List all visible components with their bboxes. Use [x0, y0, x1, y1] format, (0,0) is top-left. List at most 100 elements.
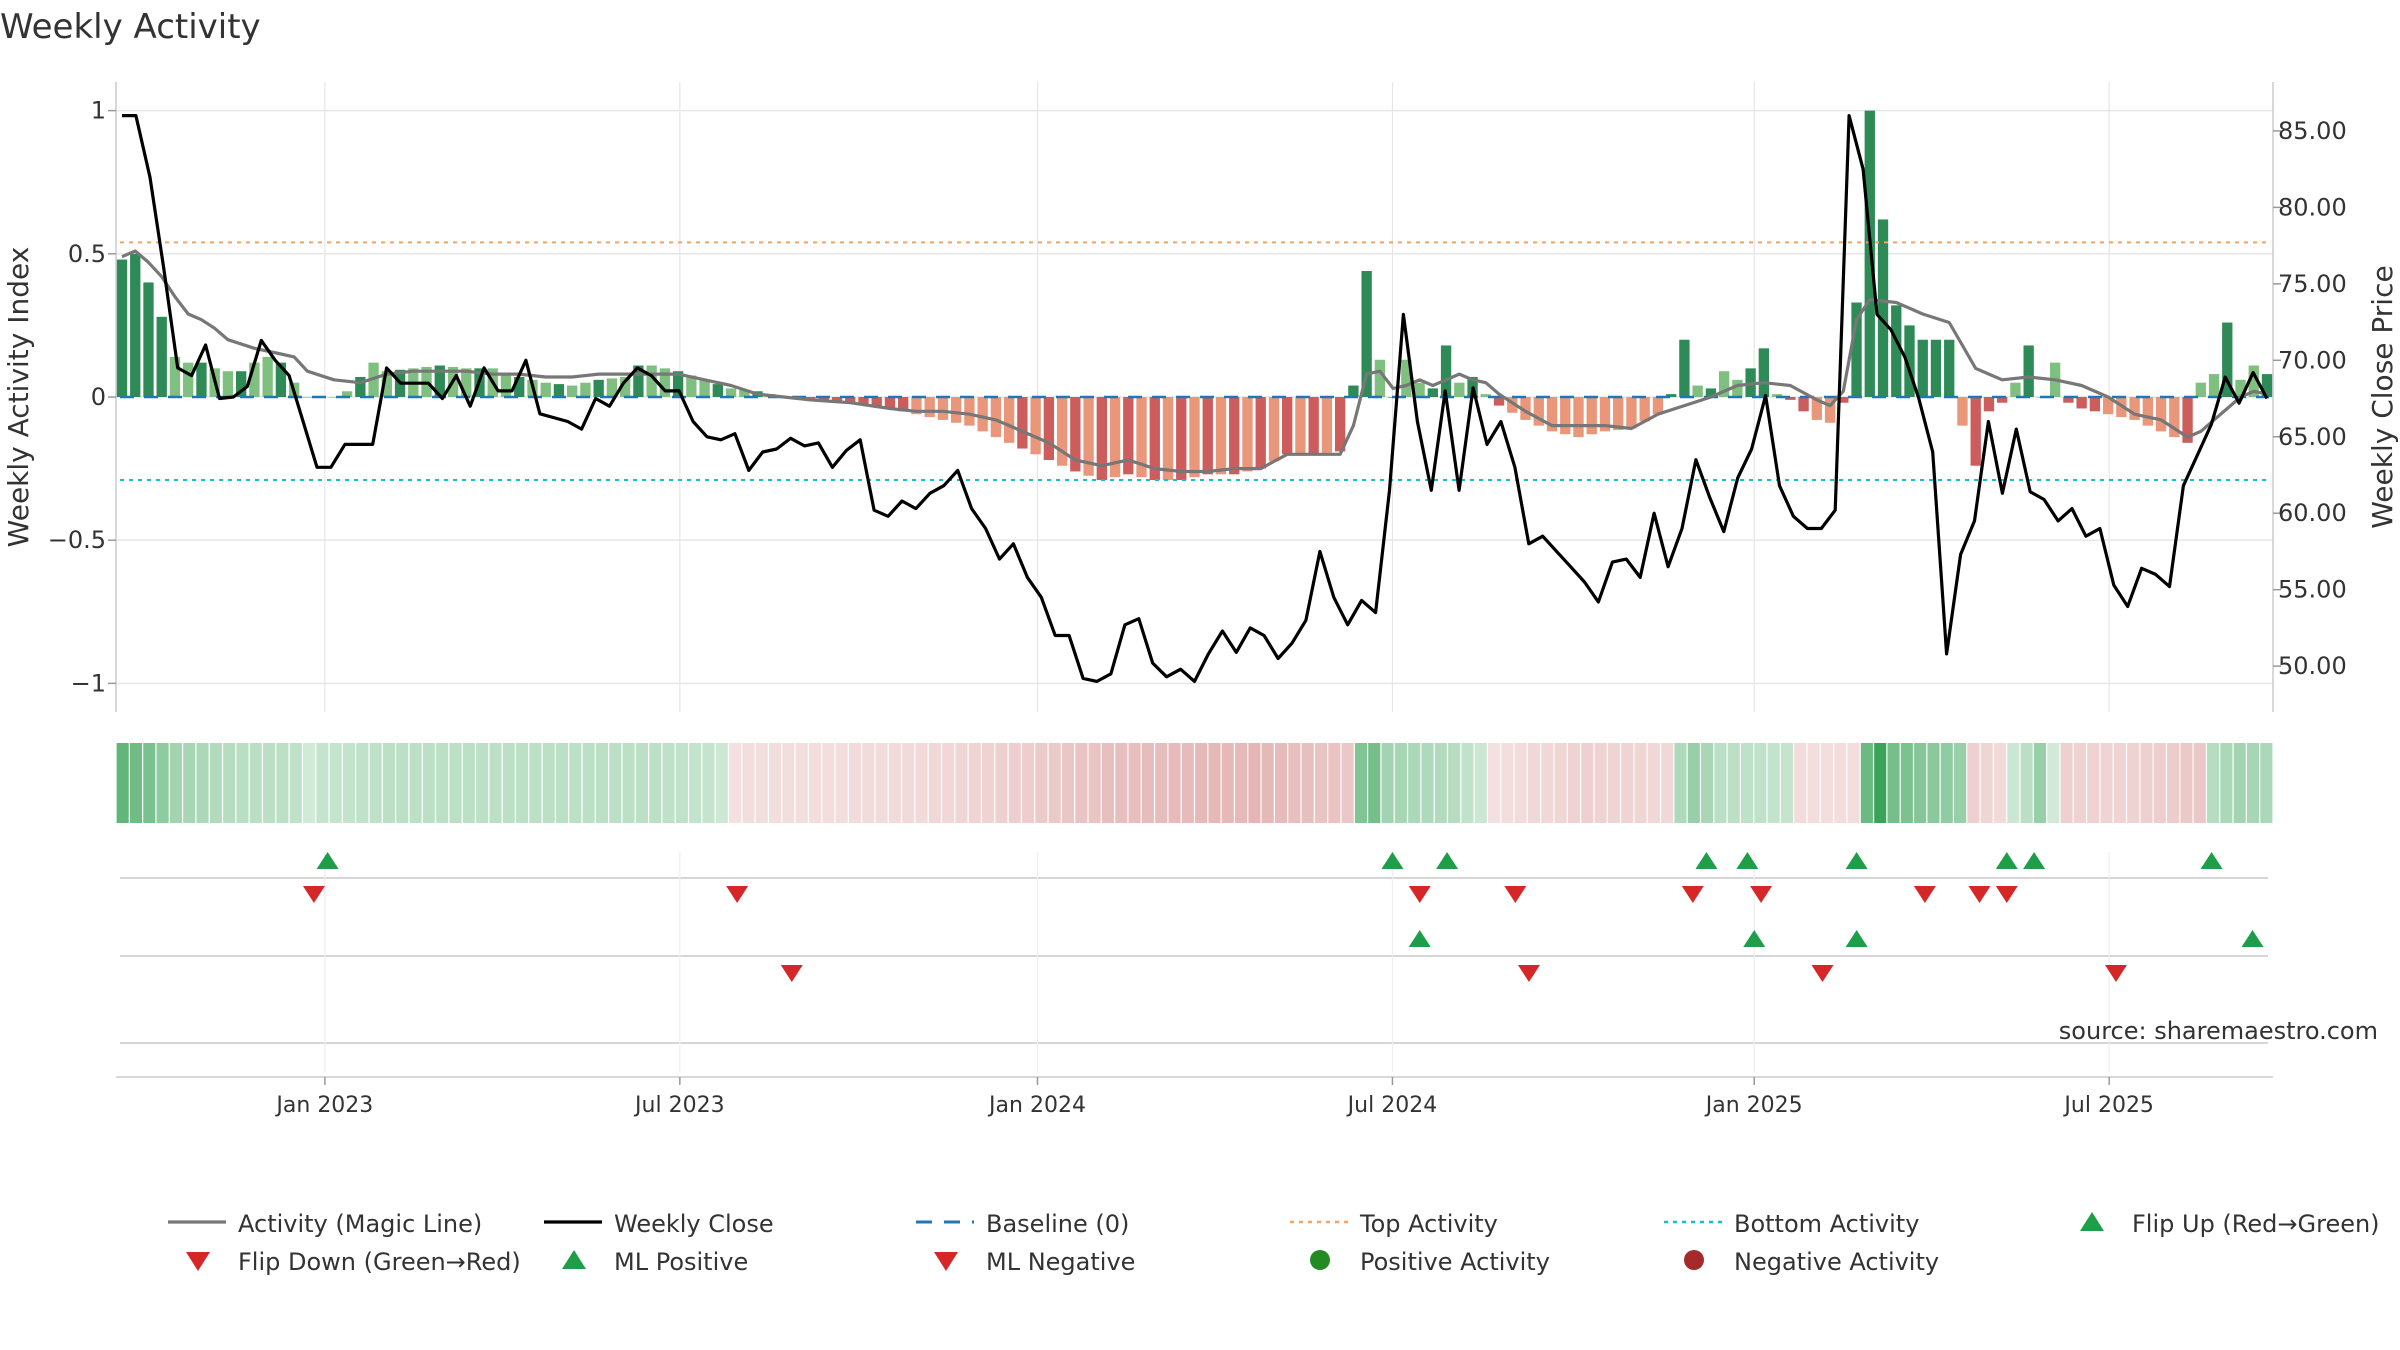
heat-cell — [1807, 743, 1820, 823]
activity-bar — [725, 388, 737, 397]
activity-bar — [1957, 397, 1968, 426]
activity-bar — [1838, 397, 1849, 403]
activity-bar — [1705, 388, 1717, 397]
heat-cell — [702, 743, 715, 823]
heat-cell — [1048, 743, 1061, 823]
heat-cell — [2087, 743, 2100, 823]
heat-cell — [848, 743, 862, 823]
activity-bar — [1149, 397, 1160, 481]
activity-bar — [1970, 397, 1981, 466]
activity-bar — [2222, 322, 2233, 397]
activity-bar — [1321, 397, 1333, 453]
heat-cell — [982, 743, 995, 823]
activity-bar — [1480, 394, 1491, 397]
activity-bar — [1533, 397, 1544, 426]
legend-label-11: Negative Activity — [1734, 1248, 1939, 1276]
heat-cell — [689, 743, 702, 823]
magic-line-series — [121, 249, 2268, 474]
flip-down-marker — [1408, 886, 1431, 903]
activity-bar — [262, 356, 273, 397]
heat-cell — [1594, 743, 1607, 823]
heat-cell — [2127, 743, 2140, 823]
activity-bar — [1997, 397, 2008, 403]
heat-cell — [2020, 743, 2033, 823]
heat-cell — [1088, 743, 1101, 823]
activity-bar — [1718, 371, 1730, 397]
activity-bar — [328, 397, 340, 398]
heat-cell — [1980, 743, 1993, 823]
flip-down-marker — [1681, 886, 1704, 903]
ml-negative-marker — [780, 965, 803, 982]
y2-tick-label: 60.00 — [2278, 499, 2347, 527]
heat-cell — [2193, 743, 2206, 823]
heat-cell — [236, 743, 249, 823]
activity-bar — [937, 397, 949, 420]
y2-tick-label: 85.00 — [2278, 117, 2347, 145]
heat-cell — [782, 743, 795, 823]
activity-bar — [858, 397, 869, 405]
heat-cell — [1328, 743, 1341, 823]
heat-cell — [223, 743, 236, 823]
heat-cell — [2207, 743, 2220, 823]
activity-bar — [1003, 397, 1015, 443]
activity-bar — [2248, 365, 2259, 397]
flip-down-marker — [1995, 886, 2018, 903]
heat-cell — [263, 743, 276, 823]
activity-bar — [593, 379, 604, 397]
heat-cell — [209, 743, 222, 823]
activity-bar — [2129, 397, 2140, 420]
heat-cell — [2246, 743, 2260, 823]
legend-label-1: Activity (Magic Line) — [238, 1210, 482, 1238]
heat-cell — [1141, 743, 1154, 823]
activity-bar — [1030, 397, 1041, 455]
activity-heat-strip — [116, 743, 2273, 823]
activity-bar — [1189, 397, 1200, 478]
heat-cell — [1501, 743, 1514, 823]
flip-up-marker — [1381, 852, 1404, 869]
activity-bar — [2142, 397, 2153, 426]
heat-cell — [1754, 743, 1767, 823]
activity-bar — [1215, 397, 1227, 475]
activity-bar — [1017, 397, 1028, 449]
activity-bar — [1785, 397, 1796, 400]
activity-bar — [1666, 394, 1677, 397]
activity-bar — [580, 382, 591, 397]
heat-cell — [1634, 743, 1647, 823]
y-tick-label: 0.5 — [68, 240, 106, 268]
heat-cell — [1022, 743, 1035, 823]
activity-bar — [1361, 271, 1372, 397]
heat-cell — [968, 743, 981, 823]
activity-bar — [1599, 397, 1611, 432]
heat-cell — [1874, 743, 1887, 823]
legend-label-9: ML Negative — [986, 1248, 1135, 1276]
x-tick-label: Jan 2023 — [274, 1093, 373, 1118]
activity-bar — [1136, 397, 1147, 478]
heat-cell — [1301, 743, 1314, 823]
ml-negative-marker — [1811, 965, 1834, 982]
activity-bar — [898, 397, 909, 412]
activity-bar — [553, 384, 565, 397]
activity-bar — [1162, 397, 1174, 481]
heat-cell — [1647, 743, 1660, 823]
activity-bar — [1824, 397, 1836, 423]
heat-cell — [1820, 743, 1834, 823]
heat-cell — [1314, 743, 1328, 823]
legend-swatch-8 — [562, 1250, 586, 1269]
activity-bar — [567, 385, 578, 397]
y2-tick-label: 70.00 — [2278, 346, 2347, 374]
heat-cell — [995, 743, 1008, 823]
activity-bar — [1613, 397, 1624, 430]
heat-cell — [1767, 743, 1780, 823]
heat-cell — [1394, 743, 1407, 823]
x-tick-label: Jul 2023 — [633, 1093, 725, 1118]
flip-up-marker — [1995, 852, 2018, 869]
legend-swatch-7 — [186, 1252, 210, 1271]
legend-label-4: Top Activity — [1359, 1210, 1498, 1238]
heat-cell — [1847, 743, 1860, 823]
activity-bar — [514, 376, 525, 397]
activity-bar — [1348, 385, 1359, 397]
heat-cell — [529, 743, 542, 823]
heat-cell — [1008, 743, 1021, 823]
heat-cell — [1914, 743, 1927, 823]
